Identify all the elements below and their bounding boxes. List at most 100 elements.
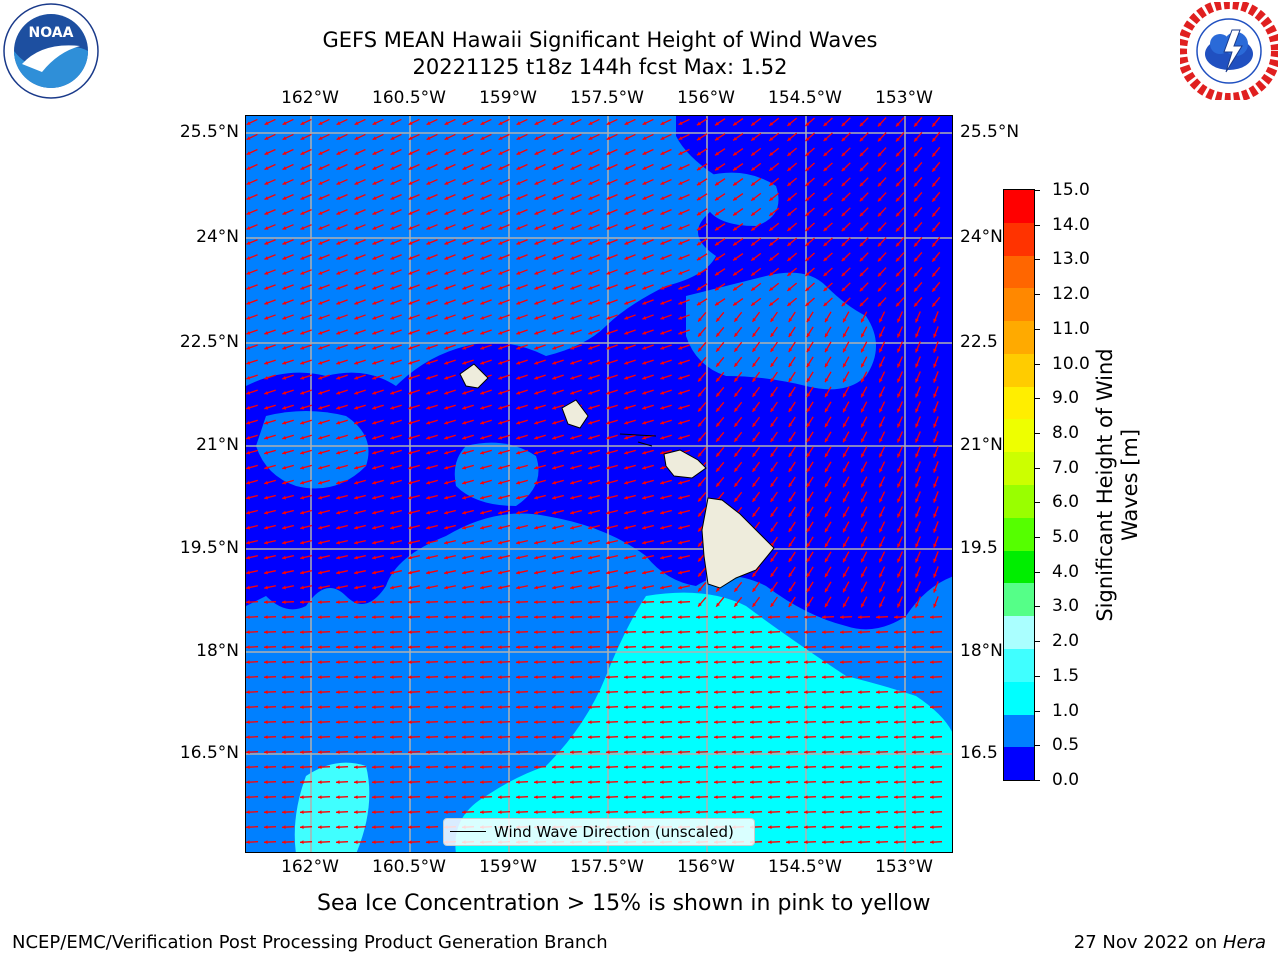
wind-wave-arrow-head: [282, 346, 287, 350]
wind-wave-arrow-head: [282, 765, 286, 770]
wind-wave-arrow-head: [444, 316, 449, 320]
wind-wave-arrow-head: [462, 226, 467, 230]
wind-wave-arrow-head: [318, 840, 322, 845]
wind-wave-arrow-head: [318, 825, 322, 830]
wind-wave-arrow-head: [823, 257, 828, 262]
wind-wave-arrow-head: [859, 137, 864, 142]
wind-wave-arrow-head: [770, 392, 775, 397]
wind-wave-arrow-head: [246, 301, 251, 305]
wind-wave-arrow-head: [480, 241, 485, 245]
wind-wave-arrow-head: [498, 316, 503, 320]
wind-wave-arrow-head: [606, 660, 610, 665]
wind-wave-arrow-head: [678, 510, 683, 515]
wind-wave-arrow-head: [787, 302, 792, 306]
wind-wave-arrow-head: [246, 390, 251, 395]
wind-wave-arrow-head: [714, 615, 718, 620]
wind-wave-arrow-head: [516, 151, 521, 155]
wind-wave-arrow-head: [624, 405, 629, 410]
wind-wave-arrow-head: [246, 690, 250, 695]
wind-wave-arrow-head: [246, 211, 251, 215]
wind-wave-arrow-head: [552, 570, 556, 575]
wind-wave-arrow-head: [462, 540, 467, 545]
wind-wave-arrow-head: [462, 136, 467, 140]
wind-wave-arrow-head: [751, 301, 756, 306]
wind-wave-arrow-head: [480, 360, 485, 365]
wind-wave-arrow-head: [588, 600, 592, 605]
wind-wave-arrow-head: [282, 570, 286, 575]
wind-wave-arrow-head: [462, 181, 467, 185]
wind-wave-arrow-head: [912, 675, 916, 680]
wind-wave-arrow-head: [896, 122, 900, 127]
wind-wave-arrow-head: [768, 735, 772, 740]
wind-wave-arrow-head: [894, 690, 898, 695]
wind-wave-arrow-head: [770, 572, 775, 577]
colorbar-tick-label: 7.0: [1052, 457, 1080, 478]
wind-wave-arrow-head: [732, 660, 736, 665]
wind-wave-arrow-head: [770, 377, 775, 382]
wind-wave-arrow-head: [480, 316, 485, 320]
wind-wave-arrow-head: [426, 181, 431, 185]
wind-wave-arrow-head: [534, 211, 539, 215]
wind-wave-arrow-head: [552, 465, 557, 470]
wind-wave-arrow-head: [858, 690, 862, 695]
wind-wave-arrow-head: [264, 211, 269, 215]
wind-wave-arrow-head: [408, 570, 412, 575]
wind-wave-arrow-head: [498, 765, 502, 770]
wind-wave-arrow-head: [336, 271, 341, 275]
wind-wave-arrow-head: [426, 495, 431, 500]
wind-wave-arrow-head: [318, 360, 323, 365]
wind-wave-arrow-head: [806, 453, 811, 458]
wind-wave-arrow-head: [841, 257, 846, 262]
wind-wave-arrow-head: [462, 390, 467, 395]
wind-wave-arrow-head: [300, 540, 305, 545]
wind-wave-arrow-head: [915, 603, 919, 608]
wind-wave-arrow-head: [570, 181, 575, 185]
wind-wave-arrow-head: [246, 346, 251, 350]
wind-wave-arrow-head: [498, 585, 502, 590]
colorbar-tick-label: 8.0: [1052, 422, 1080, 443]
wind-wave-arrow-head: [246, 405, 251, 410]
wind-wave-arrow-head: [786, 735, 790, 740]
wind-wave-arrow-head: [642, 675, 646, 680]
wind-wave-arrow-head: [264, 286, 269, 290]
wind-wave-arrow-head: [480, 121, 485, 125]
wind-wave-arrow-head: [354, 151, 359, 155]
wind-wave-arrow-head: [733, 196, 738, 201]
wind-wave-arrow-head: [606, 360, 611, 365]
wind-wave-arrow-head: [390, 405, 395, 410]
wind-wave-arrow-head: [696, 301, 701, 306]
wind-wave-arrow-head: [372, 765, 376, 770]
wind-wave-arrow-head: [732, 705, 736, 710]
wind-wave-arrow-head: [624, 735, 628, 740]
wind-wave-arrow-head: [534, 286, 539, 290]
wind-wave-arrow-head: [516, 271, 521, 275]
wind-wave-arrow-head: [480, 690, 484, 695]
wind-wave-arrow-head: [840, 780, 844, 785]
wind-wave-arrow-head: [879, 588, 883, 593]
wind-wave-arrow-head: [896, 197, 900, 202]
wind-wave-arrow-head: [462, 615, 466, 620]
wind-wave-arrow-head: [642, 510, 647, 515]
wind-wave-arrow-head: [858, 720, 862, 725]
wind-wave-arrow-head: [660, 540, 665, 545]
island-hawaii: [701, 497, 775, 589]
wind-wave-arrow-head: [915, 378, 919, 383]
wind-wave-arrow-head: [426, 555, 431, 560]
wind-wave-arrow-head: [914, 212, 918, 217]
wind-wave-arrow-head: [480, 705, 484, 710]
wind-wave-arrow-head: [660, 405, 665, 410]
wind-wave-arrow-head: [498, 735, 502, 740]
wind-wave-arrow-head: [588, 465, 593, 470]
wind-wave-arrow-head: [516, 690, 520, 695]
wind-wave-arrow-head: [606, 705, 610, 710]
wind-wave-arrow-head: [879, 393, 883, 398]
wind-wave-arrow-head: [282, 211, 287, 215]
wind-wave-arrow-head: [861, 393, 865, 398]
wind-wave-arrow-head: [462, 121, 467, 125]
wind-wave-arrow-head: [390, 211, 395, 215]
wind-wave-arrow-head: [246, 555, 251, 560]
wind-wave-arrow-head: [843, 453, 847, 458]
wind-wave-arrow-head: [552, 495, 557, 500]
wind-wave-arrow-head: [588, 181, 593, 185]
sea-ice-note: Sea Ice Concentration > 15% is shown in …: [317, 891, 931, 916]
